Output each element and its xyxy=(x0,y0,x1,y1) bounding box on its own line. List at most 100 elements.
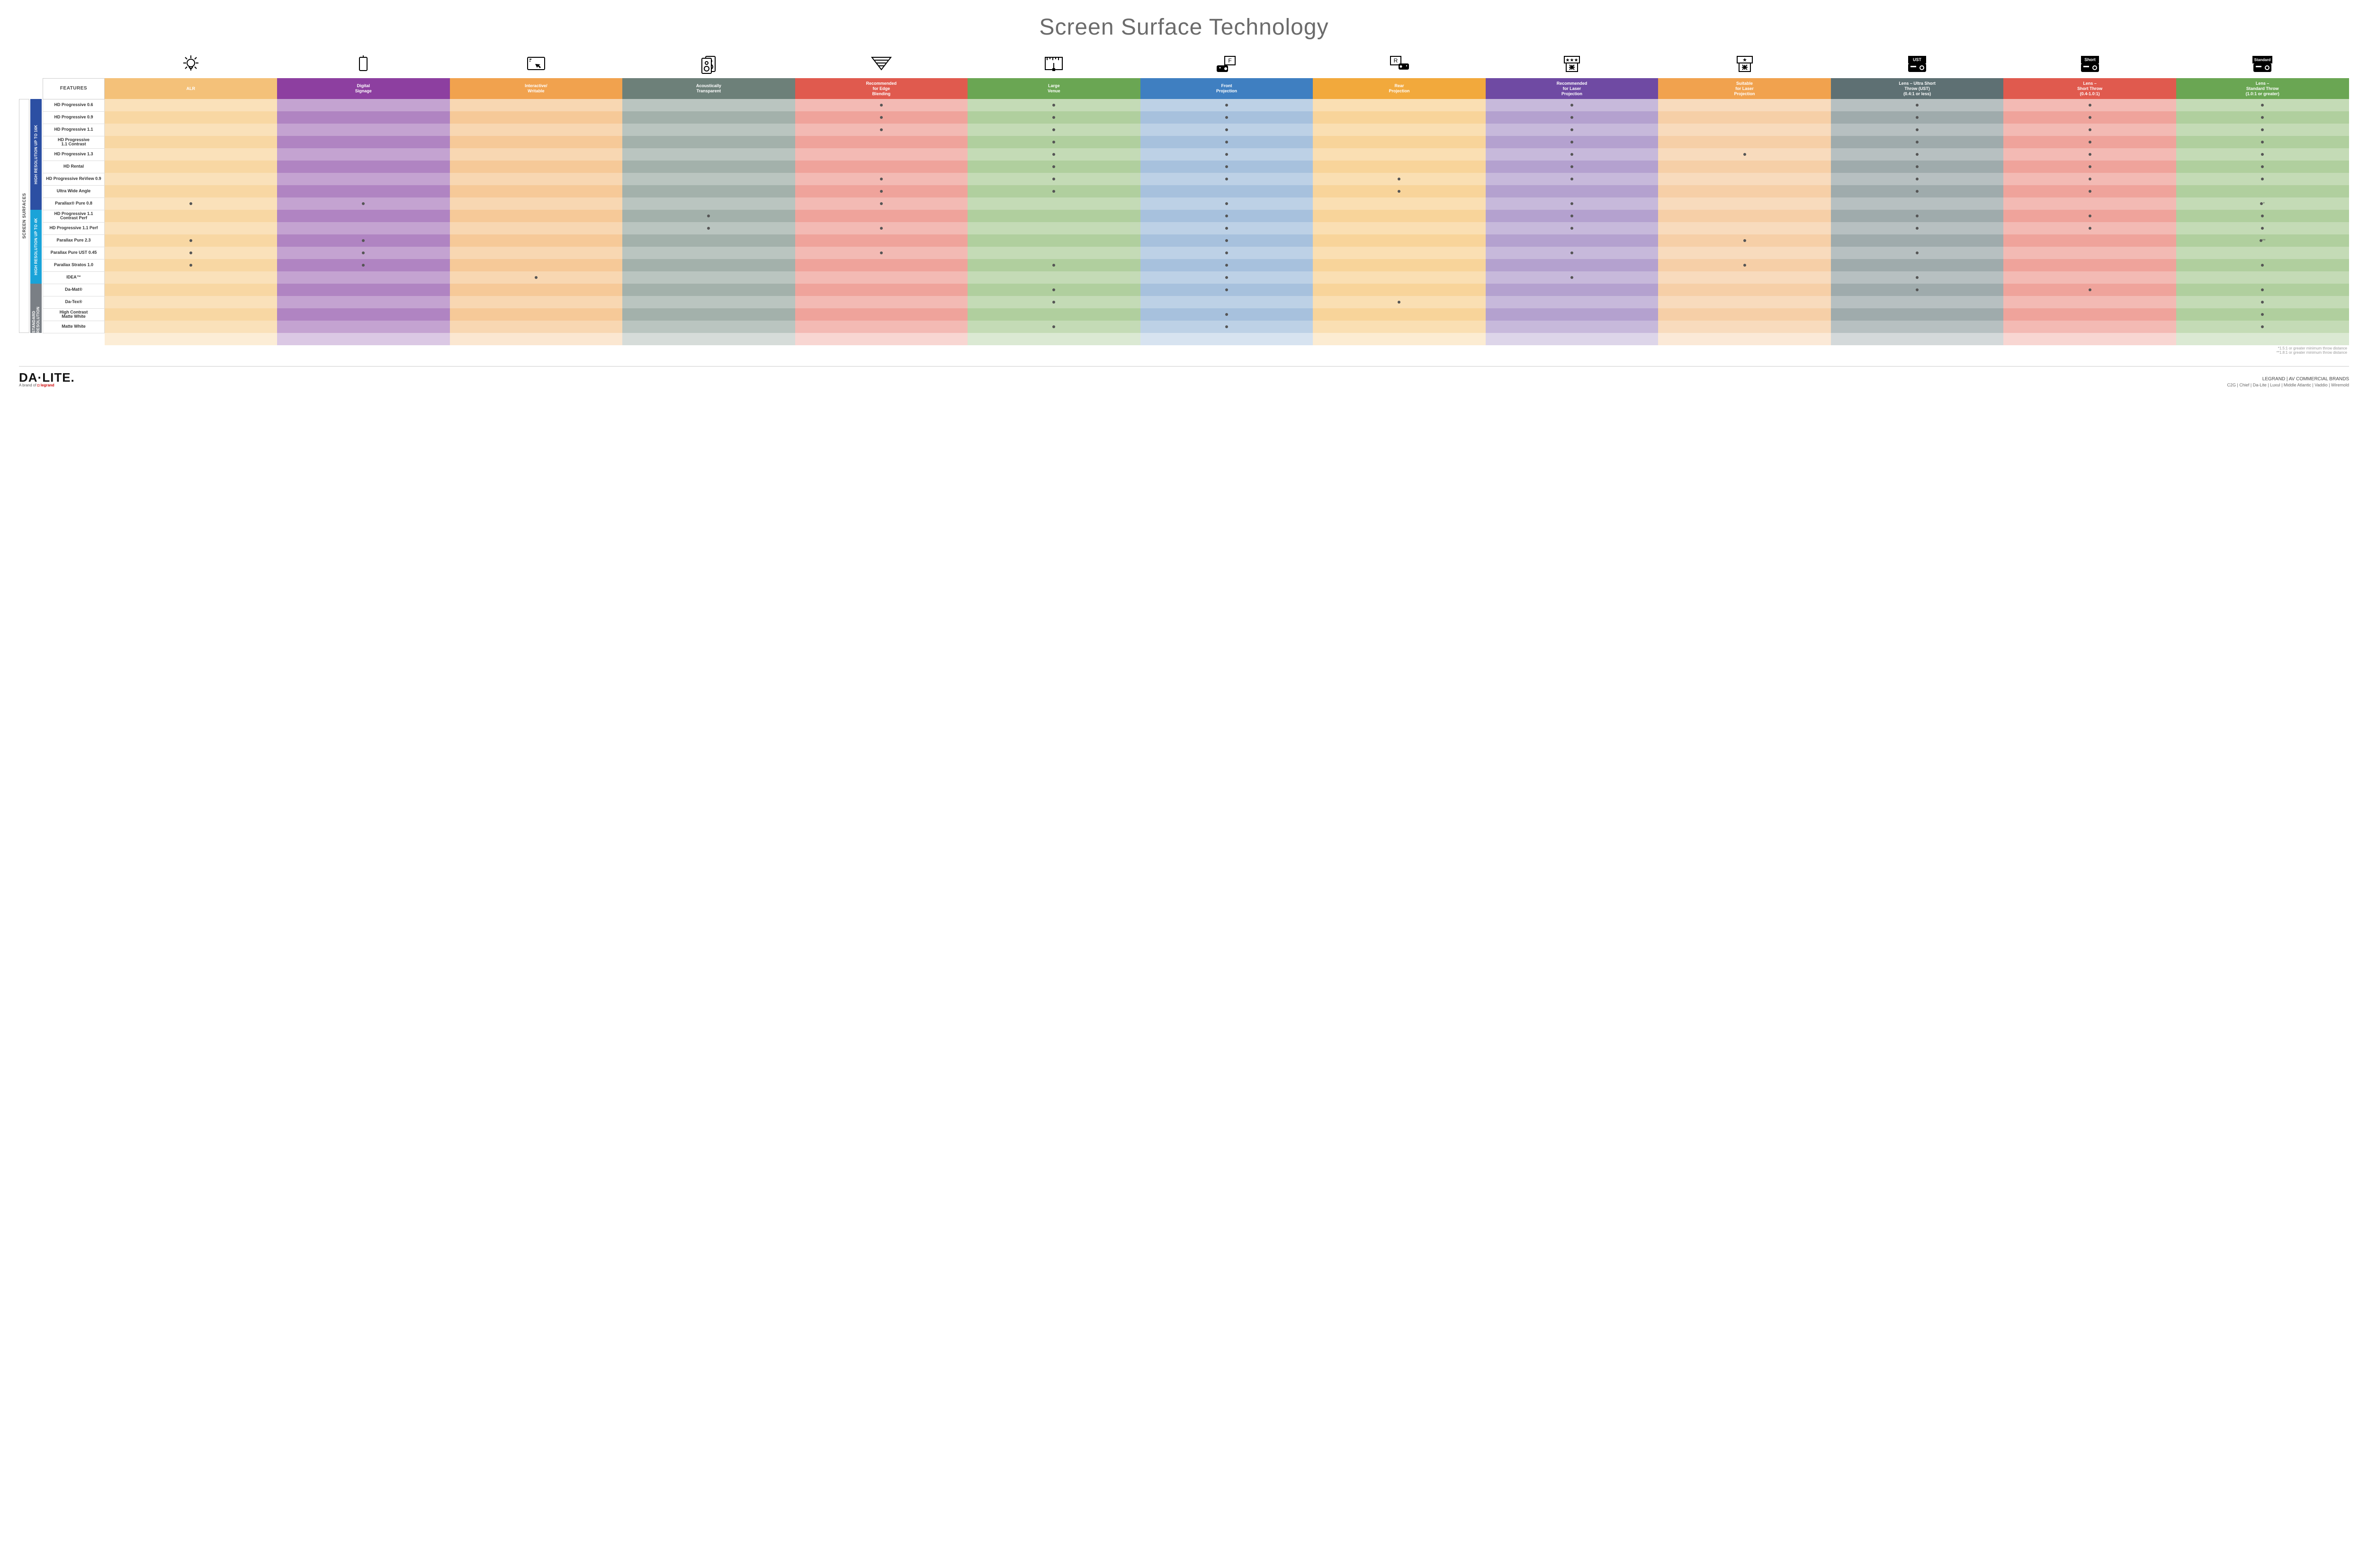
row-label: HD Progressive 1.1 xyxy=(43,124,105,136)
cell-edge xyxy=(795,161,968,173)
cell-reclaser xyxy=(1486,173,1659,185)
cell-short xyxy=(2003,271,2176,284)
cell-ust xyxy=(1831,111,2004,124)
cell-short xyxy=(2003,234,2176,247)
reclaser-icon: ★★★ xyxy=(1486,50,1659,78)
cell-front xyxy=(1140,296,1313,308)
cell-signage xyxy=(277,99,450,111)
cell-acoustic xyxy=(622,222,795,234)
cell-signage xyxy=(277,296,450,308)
acoustic-icon xyxy=(622,50,795,78)
cell-suitlaser xyxy=(1658,222,1831,234)
pale-cell xyxy=(968,333,1140,345)
cell-suitlaser xyxy=(1658,197,1831,210)
cell-signage xyxy=(277,247,450,259)
footer-right: LEGRAND | AV COMMERCIAL BRANDS C2G | Chi… xyxy=(2227,376,2349,387)
col-header-ust: Lens – Ultra ShortThrow (UST)(0.4:1 or l… xyxy=(1831,78,2004,99)
rear-icon: R xyxy=(1313,50,1486,78)
cell-alr xyxy=(105,222,278,234)
cell-front xyxy=(1140,136,1313,148)
cell-short xyxy=(2003,284,2176,296)
cell-edge xyxy=(795,197,968,210)
cell-edge xyxy=(795,296,968,308)
cell-edge xyxy=(795,185,968,197)
cell-ust xyxy=(1831,284,2004,296)
cell-std xyxy=(2176,259,2349,271)
row-label: Parallax Pure 2.3 xyxy=(43,234,105,247)
cell-reclaser xyxy=(1486,197,1659,210)
cell-reclaser xyxy=(1486,321,1659,333)
cell-interactive xyxy=(450,99,623,111)
side-outer-label: SCREEN SURFACES xyxy=(19,99,29,333)
row-label: Parallax® Pure 0.8 xyxy=(43,197,105,210)
cell-edge xyxy=(795,210,968,222)
cell-alr xyxy=(105,284,278,296)
cell-edge xyxy=(795,222,968,234)
suitlaser-icon: ★ xyxy=(1658,50,1831,78)
cell-reclaser xyxy=(1486,185,1659,197)
cell-signage xyxy=(277,136,450,148)
cell-std xyxy=(2176,284,2349,296)
cell-suitlaser xyxy=(1658,271,1831,284)
cell-short xyxy=(2003,321,2176,333)
cell-suitlaser xyxy=(1658,185,1831,197)
cell-signage xyxy=(277,308,450,321)
cell-short xyxy=(2003,161,2176,173)
col-header-interactive: Interactive/Writable xyxy=(450,78,623,99)
cell-suitlaser xyxy=(1658,148,1831,161)
row-label: Ultra Wide Angle xyxy=(43,185,105,197)
svg-text:F: F xyxy=(1228,57,1231,64)
cell-std xyxy=(2176,271,2349,284)
cell-signage xyxy=(277,124,450,136)
row-label: IDEA™ xyxy=(43,271,105,284)
cell-signage xyxy=(277,321,450,333)
cell-signage xyxy=(277,197,450,210)
cell-short xyxy=(2003,259,2176,271)
front-icon: F xyxy=(1140,50,1313,78)
cell-large xyxy=(968,271,1140,284)
large-icon xyxy=(968,50,1140,78)
cell-interactive xyxy=(450,173,623,185)
cell-interactive xyxy=(450,185,623,197)
cell-rear xyxy=(1313,296,1486,308)
cell-reclaser xyxy=(1486,210,1659,222)
cell-interactive xyxy=(450,197,623,210)
cell-edge xyxy=(795,99,968,111)
cell-acoustic xyxy=(622,197,795,210)
cell-edge xyxy=(795,259,968,271)
footer-title: LEGRAND | AV COMMERCIAL BRANDS xyxy=(2227,376,2349,382)
row-label: HD Progressive 1.1 Perf xyxy=(43,222,105,234)
cell-front xyxy=(1140,185,1313,197)
cell-acoustic xyxy=(622,296,795,308)
cell-short xyxy=(2003,148,2176,161)
cell-signage xyxy=(277,271,450,284)
cell-acoustic xyxy=(622,271,795,284)
cell-front xyxy=(1140,259,1313,271)
col-header-edge: Recommendedfor EdgeBlending xyxy=(795,78,968,99)
cell-ust xyxy=(1831,271,2004,284)
cell-reclaser xyxy=(1486,99,1659,111)
cell-alr xyxy=(105,321,278,333)
side-labels: SCREEN SURFACESHIGH RESOLUTION UP TO 16K… xyxy=(19,50,43,345)
cell-rear xyxy=(1313,234,1486,247)
cell-short xyxy=(2003,136,2176,148)
cell-rear xyxy=(1313,271,1486,284)
pale-cell xyxy=(1831,333,2004,345)
cell-reclaser xyxy=(1486,296,1659,308)
cell-short xyxy=(2003,173,2176,185)
cell-std xyxy=(2176,210,2349,222)
cell-front xyxy=(1140,124,1313,136)
cell-interactive xyxy=(450,161,623,173)
cell-front xyxy=(1140,148,1313,161)
cell-edge xyxy=(795,173,968,185)
row-label: HD Progressive 0.9 xyxy=(43,111,105,124)
cell-edge xyxy=(795,247,968,259)
cell-ust xyxy=(1831,161,2004,173)
cell-ust xyxy=(1831,259,2004,271)
svg-text:UST: UST xyxy=(1913,57,1922,62)
cell-suitlaser xyxy=(1658,124,1831,136)
row-label: HD Progressive 0.6 xyxy=(43,99,105,111)
cell-std xyxy=(2176,222,2349,234)
cell-ust xyxy=(1831,173,2004,185)
cell-ust xyxy=(1831,197,2004,210)
